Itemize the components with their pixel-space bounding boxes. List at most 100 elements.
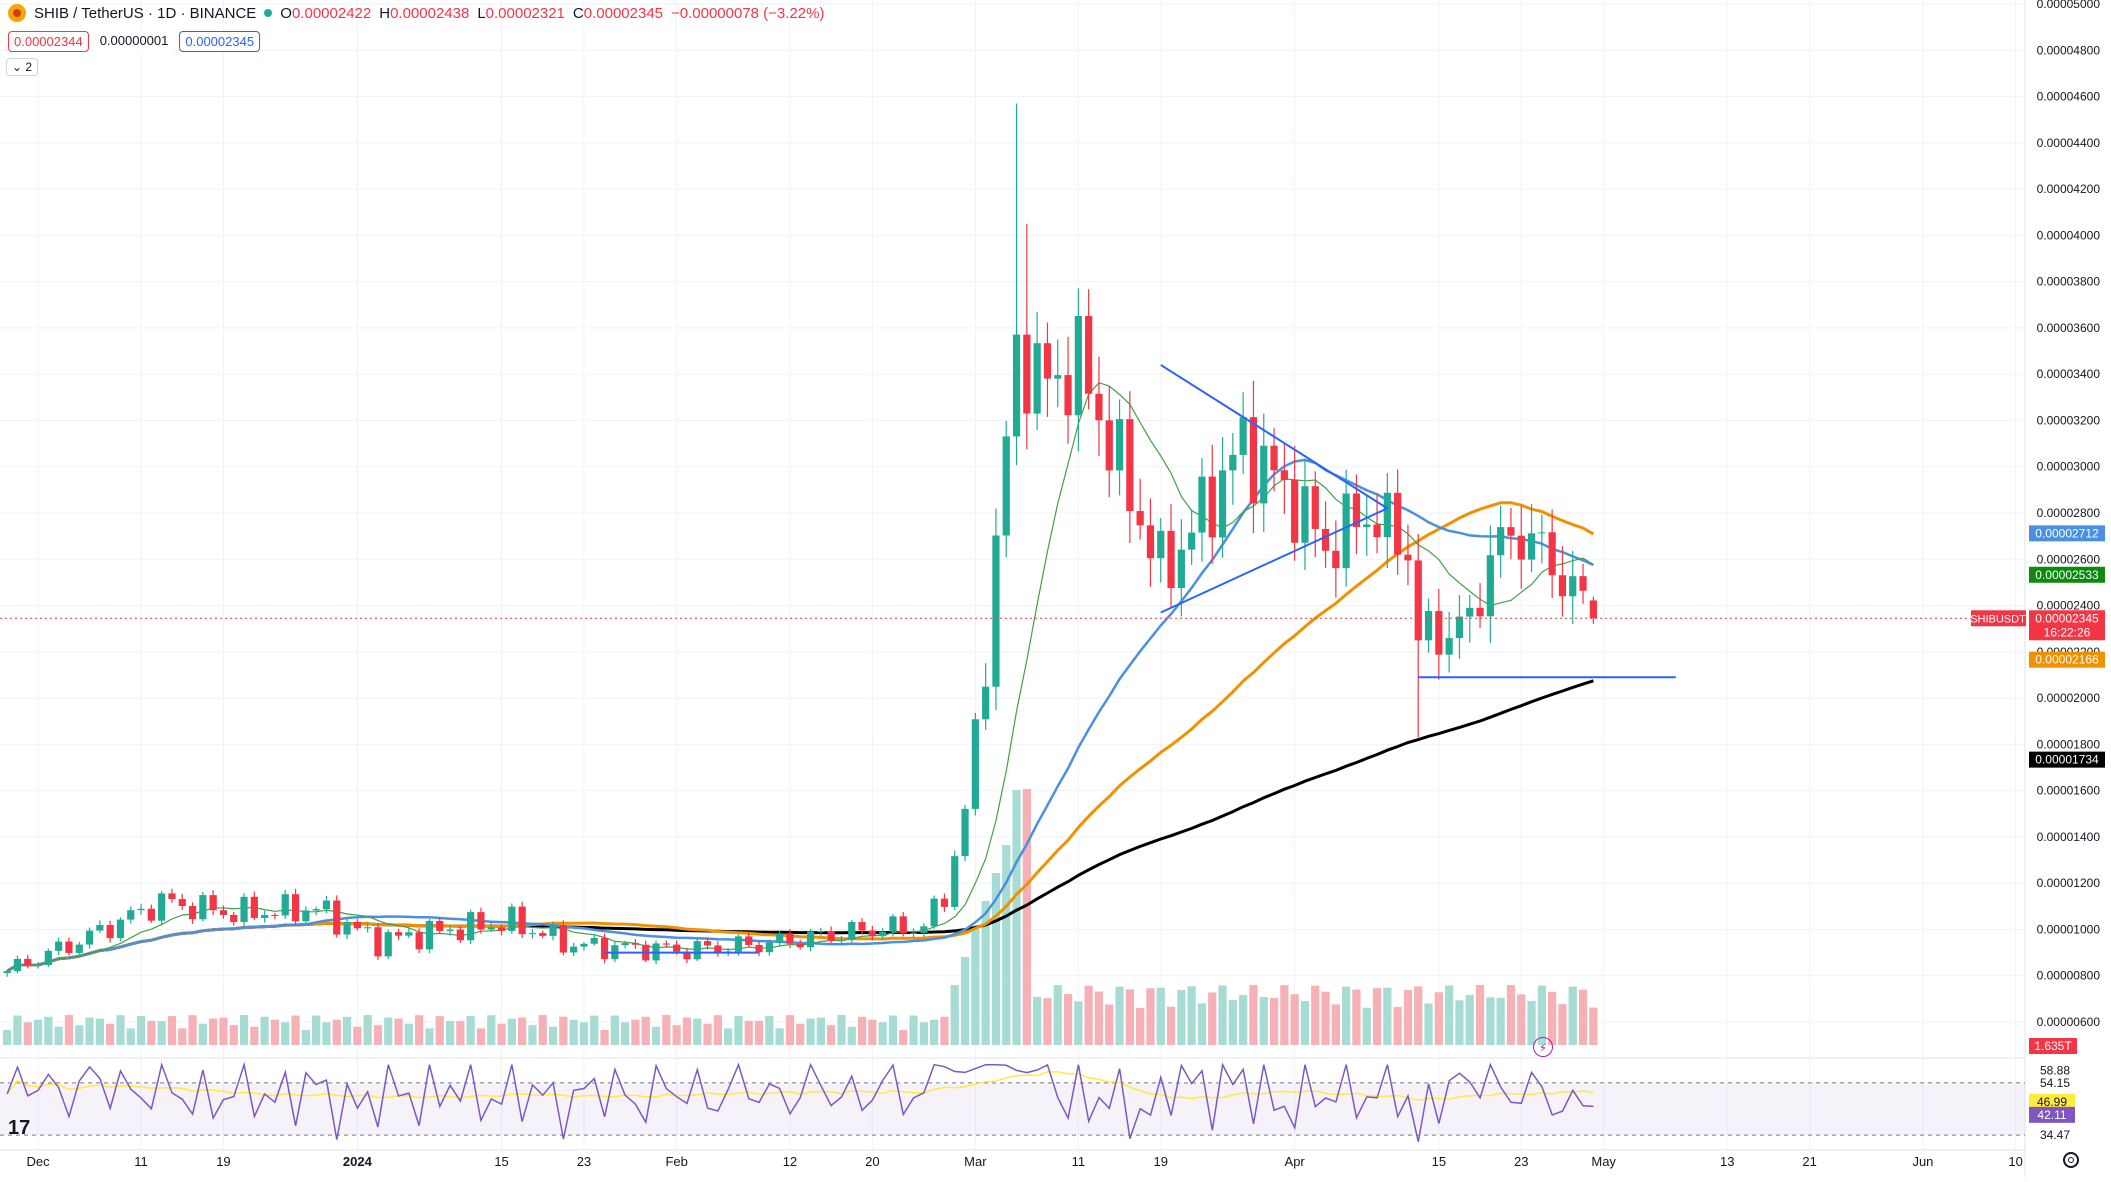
candle-body [837, 939, 846, 941]
price-label-ma-blue [2029, 525, 2105, 542]
y-tick-label: 0.00001200 [2037, 876, 2101, 890]
volume-bar [1434, 992, 1443, 1045]
x-tick-label: 23 [1514, 1154, 1528, 1169]
volume-bar [260, 1016, 269, 1045]
volume-bar [44, 1016, 53, 1045]
candle-body [734, 936, 743, 952]
volume-bar [1342, 986, 1351, 1045]
volume-bar [1012, 790, 1021, 1045]
volume-bar [219, 1017, 228, 1045]
volume-bar [950, 985, 959, 1045]
rsi-value-label [2029, 1106, 2075, 1123]
volume-bar [363, 1015, 372, 1045]
volume-bar [806, 1018, 815, 1045]
candle-body [446, 929, 454, 931]
candle-body [755, 944, 763, 953]
volume-bar [827, 1025, 836, 1045]
sell-price-button[interactable]: 0.00002344 [8, 31, 89, 52]
candle-body [693, 941, 701, 960]
volume-bar [1084, 985, 1093, 1045]
candle-body [570, 946, 578, 953]
y-tick-label: 0.00004000 [2037, 228, 2101, 242]
candle-body [405, 932, 413, 936]
volume-bar [1218, 985, 1227, 1045]
candle-body [240, 896, 248, 923]
candle-body [992, 535, 1000, 687]
price-label-text: 0.00002166 [2035, 653, 2099, 667]
candle-body [1383, 492, 1391, 538]
volume-bar [1486, 997, 1495, 1045]
candle-body [1218, 470, 1227, 538]
volume-bar [754, 1020, 764, 1045]
candle-body [745, 936, 753, 945]
candle-body [920, 926, 928, 933]
candle-body [261, 915, 269, 918]
x-tick-label: 10 [2008, 1154, 2022, 1169]
x-tick-label: May [1591, 1154, 1616, 1169]
volume-bar [899, 1029, 908, 1045]
buy-price-button[interactable]: 0.00002345 [179, 31, 261, 52]
candle-body [1321, 528, 1330, 551]
volume-bar [384, 1017, 393, 1045]
volume-bar [1063, 994, 1073, 1045]
candle-body [65, 941, 73, 953]
candle-body [868, 930, 876, 937]
candle-body [34, 964, 42, 966]
volume-bar [1414, 986, 1423, 1045]
volume-bar [239, 1015, 249, 1045]
volume-bar [64, 1015, 74, 1045]
volume-bar [1568, 986, 1577, 1045]
candle-body [188, 906, 197, 920]
candle-body [1476, 607, 1484, 617]
volume-bar [724, 1028, 733, 1045]
volume-bar [1300, 1001, 1310, 1045]
rsi-ma-line [6, 1071, 1594, 1101]
volume-bar [487, 1015, 496, 1045]
stopwatch-icon[interactable]: ⚡ [1533, 1037, 1553, 1057]
indicators-toggle-button[interactable]: ⌄ 2 [6, 58, 39, 76]
gear-icon[interactable] [2063, 1152, 2079, 1168]
volume-bar [1548, 991, 1557, 1045]
volume-bar [3, 1030, 12, 1045]
volume-bar [198, 1023, 207, 1045]
volume-bar [641, 1016, 650, 1045]
volume-bar [1445, 985, 1454, 1045]
candle-body [1095, 393, 1103, 421]
y-tick-label: 0.00003200 [2037, 413, 2101, 427]
candle-body [889, 916, 897, 932]
y-tick-label: 0.00000800 [2037, 969, 2101, 983]
volume-bar [1475, 985, 1485, 1045]
y-tick-label: 0.00001400 [2037, 830, 2101, 844]
candle-body [1270, 445, 1278, 471]
y-tick-label: 0.00004600 [2037, 90, 2101, 104]
candle-body [858, 921, 866, 931]
volume-bar [157, 1020, 166, 1045]
volume-bar [425, 1028, 434, 1045]
volume-bar [713, 1015, 722, 1045]
candle-body [1589, 600, 1597, 619]
candle-body [796, 943, 804, 948]
symbol-title[interactable]: SHIB / TetherUS · 1D · BINANCE [34, 4, 257, 22]
candle-body [683, 951, 691, 960]
candle-body [1146, 525, 1155, 559]
candle-body [940, 898, 949, 907]
candle-body [55, 941, 63, 951]
candle-body [312, 909, 320, 911]
volume-bar [631, 1019, 640, 1045]
candle-body [24, 958, 32, 966]
tradingview-logo[interactable]: 17 [8, 1117, 31, 1139]
candle-body [158, 893, 166, 921]
volume-bar [229, 1025, 238, 1045]
price-label-text: 0.00002345 [2035, 611, 2099, 625]
x-tick-label: 11 [134, 1154, 148, 1169]
volume-bar [167, 1016, 177, 1045]
candle-body [44, 950, 52, 965]
volume-bar [1094, 991, 1104, 1045]
volume-bar [1146, 988, 1155, 1045]
volume-bar [518, 1017, 527, 1045]
x-tick-label: 21 [1802, 1154, 1816, 1169]
symbol-label-text: SHIBUSDT [1970, 613, 2026, 625]
y-tick-label: 0.00000600 [2037, 1015, 2101, 1029]
